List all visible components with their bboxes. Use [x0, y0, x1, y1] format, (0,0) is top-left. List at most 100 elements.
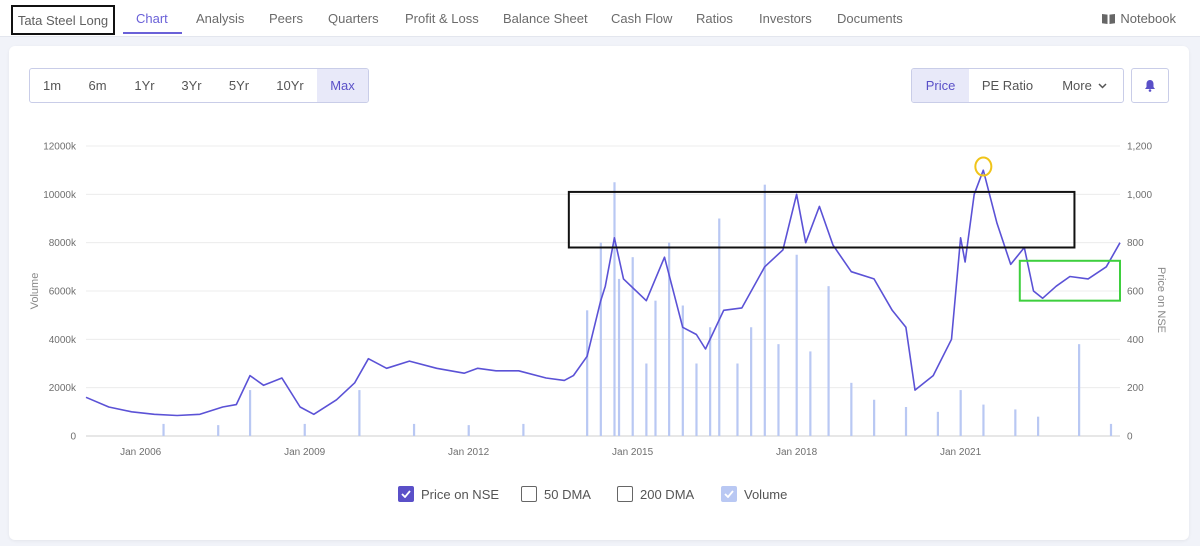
legend-price-on-nse[interactable]: Price on NSE: [398, 486, 499, 502]
tab-investors[interactable]: Investors: [759, 11, 812, 26]
y-left-tick: 2000k: [49, 383, 77, 394]
y-left-tick: 10000k: [43, 190, 77, 201]
range-5yr-button[interactable]: 5Yr: [228, 78, 250, 93]
legend-label: Volume: [744, 486, 788, 502]
volume-bar: [412, 423, 416, 436]
volume-bar: [248, 390, 252, 436]
legend-label: 200 DMA: [640, 486, 695, 502]
tab-profit-loss[interactable]: Profit & Loss: [405, 11, 479, 26]
tab-documents[interactable]: Documents: [837, 11, 903, 26]
checkbox-unchecked-icon[interactable]: [521, 486, 537, 502]
volume-bar: [795, 254, 798, 436]
metric-price-button[interactable]: Price: [912, 69, 969, 102]
legend-label: Price on NSE: [421, 486, 500, 502]
volume-bar: [217, 425, 220, 436]
range-1m-button[interactable]: 1m: [42, 78, 62, 93]
legend-label: 50 DMA: [544, 486, 591, 502]
volume-bar: [982, 404, 985, 436]
x-tick: Jan 2006: [120, 447, 162, 458]
range-3yr-button[interactable]: 3Yr: [181, 78, 202, 93]
notebook-link[interactable]: Notebook: [1102, 11, 1176, 26]
volume-bar: [850, 382, 853, 436]
volume-bar: [1014, 409, 1017, 436]
tab-ratios[interactable]: Ratios: [696, 11, 733, 26]
y-left-title: Volume: [29, 273, 41, 310]
chevron-down-icon: [1098, 82, 1107, 89]
green-annotation-box: [1018, 259, 1122, 302]
tab-cash-flow[interactable]: Cash Flow: [611, 11, 673, 26]
y-left-tick: 8000k: [49, 238, 77, 249]
tab-analysis[interactable]: Analysis: [196, 11, 245, 26]
volume-bar: [1109, 423, 1113, 436]
volume-bar: [467, 425, 470, 436]
y-left-tick: 4000k: [49, 335, 77, 346]
volume-bar: [681, 305, 684, 436]
y-left-tick: 6000k: [49, 287, 77, 298]
y-right-tick: 1,000: [1127, 190, 1152, 201]
x-tick: Jan 2018: [776, 447, 818, 458]
volume-bars: [162, 182, 1113, 436]
y-right-tick: 0: [1127, 432, 1133, 443]
volume-bar: [303, 423, 306, 436]
x-tick: Jan 2015: [612, 447, 654, 458]
checkbox-checked-icon[interactable]: [398, 486, 414, 502]
legend-50-dma[interactable]: 50 DMA: [521, 486, 591, 502]
checkbox-unchecked-icon[interactable]: [617, 486, 633, 502]
volume-bar: [736, 363, 739, 436]
metric-more-button[interactable]: More: [1046, 69, 1123, 102]
y-right-tick: 400: [1127, 335, 1144, 346]
volume-bar: [586, 310, 589, 436]
price-alert-button[interactable]: [1131, 68, 1169, 103]
metric-more-label: More: [1062, 78, 1092, 93]
volume-bar: [718, 218, 721, 436]
tab-chart[interactable]: Chart: [136, 11, 168, 26]
x-tick: Jan 2021: [940, 447, 982, 458]
yellow-annotation-circle: [974, 156, 993, 177]
volume-bar: [709, 327, 712, 436]
volume-bar: [668, 242, 671, 436]
volume-bar: [1037, 416, 1040, 436]
y-right-title: Price on NSE: [1155, 267, 1167, 333]
volume-bar: [599, 242, 602, 436]
range-10yr-button[interactable]: 10Yr: [276, 78, 304, 93]
volume-bar: [358, 390, 361, 436]
volume-bar: [809, 351, 812, 436]
volume-bar: [522, 423, 525, 436]
volume-bar: [162, 423, 165, 436]
top-navigation: Tata Steel Long Chart Analysis Peers Qua…: [0, 0, 1200, 37]
volume-bar: [613, 182, 616, 436]
y-left-tick: 0: [70, 432, 76, 443]
volume-bar: [631, 257, 634, 436]
chart-card: [9, 46, 1189, 540]
grid-lines: [86, 145, 1120, 437]
range-max-button[interactable]: Max: [317, 69, 368, 102]
volume-bar: [873, 399, 876, 436]
volume-bar: [695, 363, 698, 436]
volume-bar: [617, 278, 621, 436]
tab-peers[interactable]: Peers: [269, 11, 303, 26]
tab-balance-sheet[interactable]: Balance Sheet: [503, 11, 588, 26]
checkbox-checked-icon[interactable]: [721, 486, 737, 502]
time-range-selector: 1m 6m 1Yr 3Yr 5Yr 10Yr Max: [29, 68, 369, 103]
volume-bar: [777, 344, 780, 436]
volume-bar: [827, 286, 830, 436]
bell-icon: [1145, 80, 1155, 92]
y-right-tick: 800: [1127, 238, 1144, 249]
black-annotation-box: [567, 190, 1076, 249]
y-right-tick: 1,200: [1127, 142, 1152, 153]
active-tab-underline: [123, 32, 182, 34]
book-icon: [1102, 14, 1116, 24]
legend-200-dma[interactable]: 200 DMA: [617, 486, 694, 502]
legend-volume[interactable]: Volume: [721, 486, 787, 502]
tab-quarters[interactable]: Quarters: [328, 11, 379, 26]
x-tick: Jan 2009: [284, 447, 326, 458]
company-name[interactable]: Tata Steel Long: [11, 5, 115, 35]
metric-pe-ratio-button[interactable]: PE Ratio: [981, 78, 1034, 93]
y-right-tick: 200: [1127, 383, 1144, 394]
volume-bar: [1078, 344, 1081, 436]
volume-bar: [904, 407, 908, 436]
price-line: [85, 169, 1121, 417]
range-6m-button[interactable]: 6m: [88, 78, 107, 93]
range-1yr-button[interactable]: 1Yr: [134, 78, 155, 93]
